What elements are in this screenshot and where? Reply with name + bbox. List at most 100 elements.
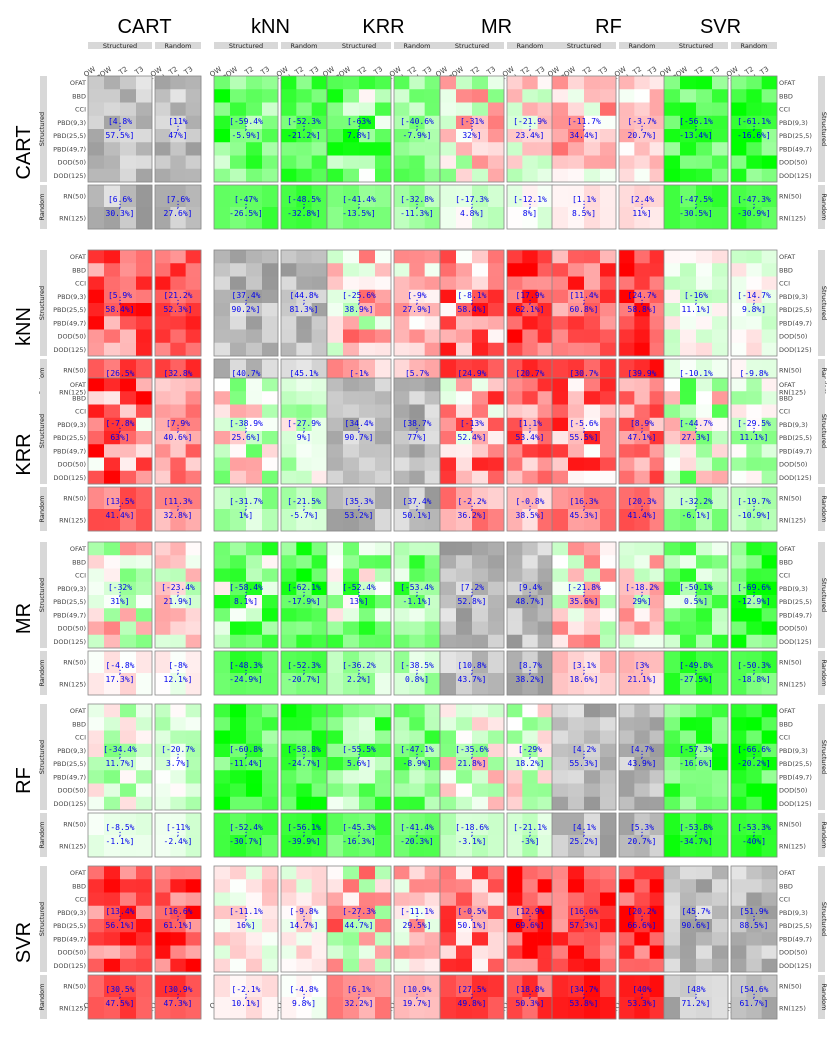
interval-upper-label: 53.8%] (570, 999, 599, 1008)
interval-upper-label: 57.3%] (570, 921, 599, 930)
heatmap-cell (552, 621, 569, 636)
heatmap-cell (394, 431, 410, 445)
heatmap-cell (696, 359, 713, 382)
heatmap-cell (424, 783, 441, 798)
heatmap-cell (488, 879, 505, 893)
heatmap-cell (552, 142, 569, 156)
interval-upper-label: 8.1%] (234, 597, 258, 606)
heatmap-cell (155, 263, 171, 277)
panel-border (326, 703, 392, 811)
heatmap-cell (120, 542, 137, 556)
heatmap-cell (440, 115, 457, 130)
interval-separator: ; (582, 201, 587, 210)
interval-lower-label: [12.9% (516, 907, 545, 916)
heatmap-cell (584, 581, 601, 596)
heatmap-cell (185, 89, 202, 103)
heatmap-cell (522, 359, 538, 382)
heatmap-cell (696, 542, 713, 556)
heatmap-cell (185, 115, 202, 130)
heatmap-cell (600, 975, 617, 998)
heatmap-cell (472, 359, 489, 382)
heatmap-cell (649, 581, 666, 596)
heatmap-cell (746, 185, 762, 208)
interval-upper-label: 77%] (407, 433, 426, 442)
heatmap-cell (170, 250, 186, 264)
heatmap-cell (568, 621, 585, 636)
heatmap-cell (424, 129, 441, 143)
heatmap-cell (488, 555, 505, 569)
heatmap-cell (600, 378, 617, 392)
heatmap-cell (456, 276, 473, 291)
heatmap-cell (246, 263, 263, 277)
heatmap-cell (696, 102, 713, 117)
interval-lower-label: [32.8% (164, 369, 193, 378)
heatmap-cell (409, 608, 425, 622)
heatmap-cell (696, 730, 713, 745)
heatmap-cell (664, 717, 681, 731)
heatmap-cell (584, 975, 601, 998)
heatmap-cell (359, 757, 376, 771)
heatmap-cell (327, 975, 344, 998)
heatmap-cell (568, 835, 585, 858)
interval-upper-label: -17.9%] (287, 597, 321, 606)
heatmap-cell (343, 404, 360, 419)
interval-lower-label: [-9% (407, 291, 426, 300)
heatmap-cell (104, 905, 121, 920)
heatmap-cell (472, 975, 489, 998)
heatmap-cell (246, 730, 263, 745)
heatmap-cell (712, 568, 729, 583)
interval-upper-label: 50.3%] (516, 999, 545, 1008)
heatmap-cell (522, 757, 538, 771)
heatmap-cell (472, 115, 489, 130)
interval-upper-label: 29%] (632, 597, 651, 606)
interval-separator: ; (694, 913, 699, 922)
heatmap-cell (296, 945, 312, 960)
heatmap-cell (537, 796, 554, 811)
heatmap-cell (311, 359, 328, 382)
heatmap-cell (104, 673, 121, 696)
heatmap-cell (214, 813, 231, 836)
heatmap-cell (394, 770, 410, 784)
heatmap-cell (327, 142, 344, 156)
interval-upper-label: 58.4%] (106, 305, 135, 314)
interval-lower-label: [10.9% (403, 985, 432, 994)
interval-separator: ; (470, 589, 475, 598)
heatmap-cell (746, 263, 762, 277)
heatmap-cell (761, 568, 778, 583)
heatmap-cell (696, 770, 713, 784)
heatmap-cell (343, 316, 360, 330)
heatmap-cell (230, 835, 247, 858)
panel-border (439, 184, 505, 230)
heatmap-cell (170, 359, 186, 382)
heatmap-cell (170, 115, 186, 130)
heatmap-cell (170, 866, 186, 880)
heatmap-cell (472, 704, 489, 718)
heatmap-cell (327, 185, 344, 208)
interval-lower-label: [-53.8% (679, 823, 713, 832)
heatmap-cell (634, 250, 650, 264)
heatmap-cell (731, 378, 747, 392)
heatmap-cell (281, 581, 297, 596)
heatmap-cell (230, 568, 247, 583)
heatmap-cell (311, 673, 328, 696)
heatmap-cell (568, 359, 585, 382)
heatmap-cell (327, 595, 344, 609)
interval-upper-label: 40.6%] (164, 433, 193, 442)
interval-separator: ; (118, 751, 123, 760)
heatmap-cell (394, 555, 410, 569)
interval-separator: ; (640, 913, 645, 922)
heatmap-cell (424, 621, 441, 636)
heatmap-cell (409, 142, 425, 156)
heatmap-cell (409, 487, 425, 510)
heatmap-cell (634, 651, 650, 674)
heatmap-cell (649, 470, 666, 485)
heatmap-cell (584, 555, 601, 569)
row-tick-right: PBD(49,7) (779, 611, 812, 619)
heatmap-cell (214, 783, 231, 798)
heatmap-cell (359, 581, 376, 596)
heatmap-cell (522, 129, 538, 143)
interval-separator: ; (244, 297, 249, 306)
heatmap-cell (327, 905, 344, 920)
heatmap-cell (456, 155, 473, 170)
heatmap-cell (343, 276, 360, 291)
